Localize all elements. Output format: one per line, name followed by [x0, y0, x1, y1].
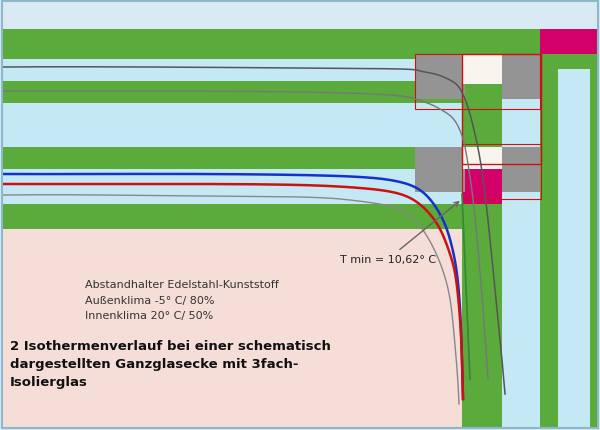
Bar	[462, 169, 502, 205]
Bar	[3, 169, 465, 205]
Text: Abstandhalter Edelstahl-Kunststoff
Außenklima -5° C/ 80%
Innenklima 20° C/ 50%: Abstandhalter Edelstahl-Kunststoff Außen…	[85, 280, 279, 320]
Text: 2 Isothermenverlauf bei einer schematisch
dargestellten Ganzglasecke mit 3fach-
: 2 Isothermenverlauf bei einer schematisc…	[10, 339, 331, 388]
Bar	[462, 155, 482, 169]
Bar	[415, 147, 465, 193]
Bar	[502, 147, 540, 193]
Bar	[462, 30, 598, 70]
Bar	[415, 55, 465, 100]
Bar	[3, 82, 465, 104]
Bar	[462, 55, 502, 85]
Bar	[590, 50, 597, 427]
Bar	[558, 50, 590, 427]
Bar	[462, 147, 502, 169]
Bar	[462, 144, 541, 200]
Bar	[502, 50, 540, 427]
Bar	[415, 55, 540, 110]
Bar	[540, 30, 597, 55]
Text: T min = 10,62° C: T min = 10,62° C	[340, 202, 458, 264]
Bar	[3, 205, 465, 230]
Bar	[540, 50, 558, 427]
Bar	[502, 55, 540, 100]
Bar	[462, 30, 502, 427]
Bar	[462, 55, 541, 165]
Bar	[3, 3, 600, 30]
Bar	[3, 30, 465, 60]
Bar	[3, 230, 465, 427]
Bar	[3, 60, 465, 82]
Bar	[3, 104, 465, 147]
Bar	[3, 147, 465, 169]
